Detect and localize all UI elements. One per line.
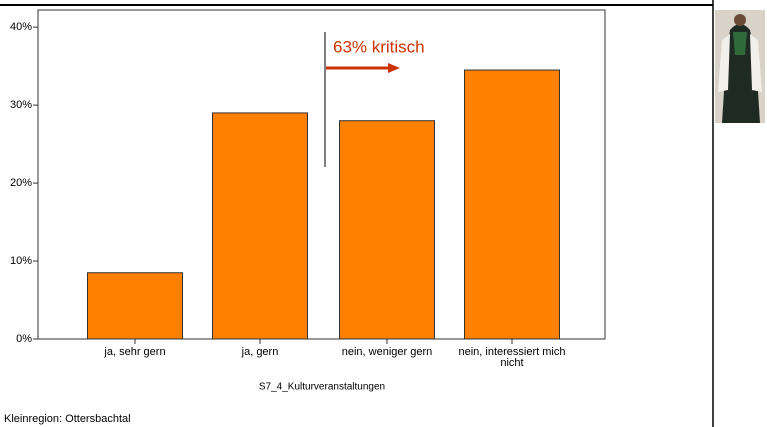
plot-frame — [37, 9, 606, 340]
x-tick-label: ja, gern — [241, 346, 279, 358]
y-tick-label: 40% — [10, 21, 32, 33]
y-tick-label: 30% — [10, 99, 32, 111]
x-tick-label: nein, weniger gern — [341, 346, 433, 358]
annotation: 63% kritisch — [333, 37, 425, 56]
photo — [715, 10, 765, 123]
bar — [212, 112, 308, 340]
x-axis-label: S7_4_Kulturveranstaltungen — [259, 382, 385, 393]
bar — [464, 69, 560, 340]
footer: Kleinregion: Ottersbachtal — [4, 413, 131, 425]
y-tick-label: 0% — [16, 333, 32, 345]
bar — [87, 272, 183, 340]
y-tick-label: 10% — [10, 255, 32, 267]
y-tick-label: 20% — [10, 177, 32, 189]
bar — [339, 120, 435, 340]
x-tick-label: ja, sehr gern — [104, 346, 166, 358]
annotation-arrowhead — [388, 63, 400, 73]
x-tick-label: nein, interessiert mich nicht — [458, 346, 566, 369]
